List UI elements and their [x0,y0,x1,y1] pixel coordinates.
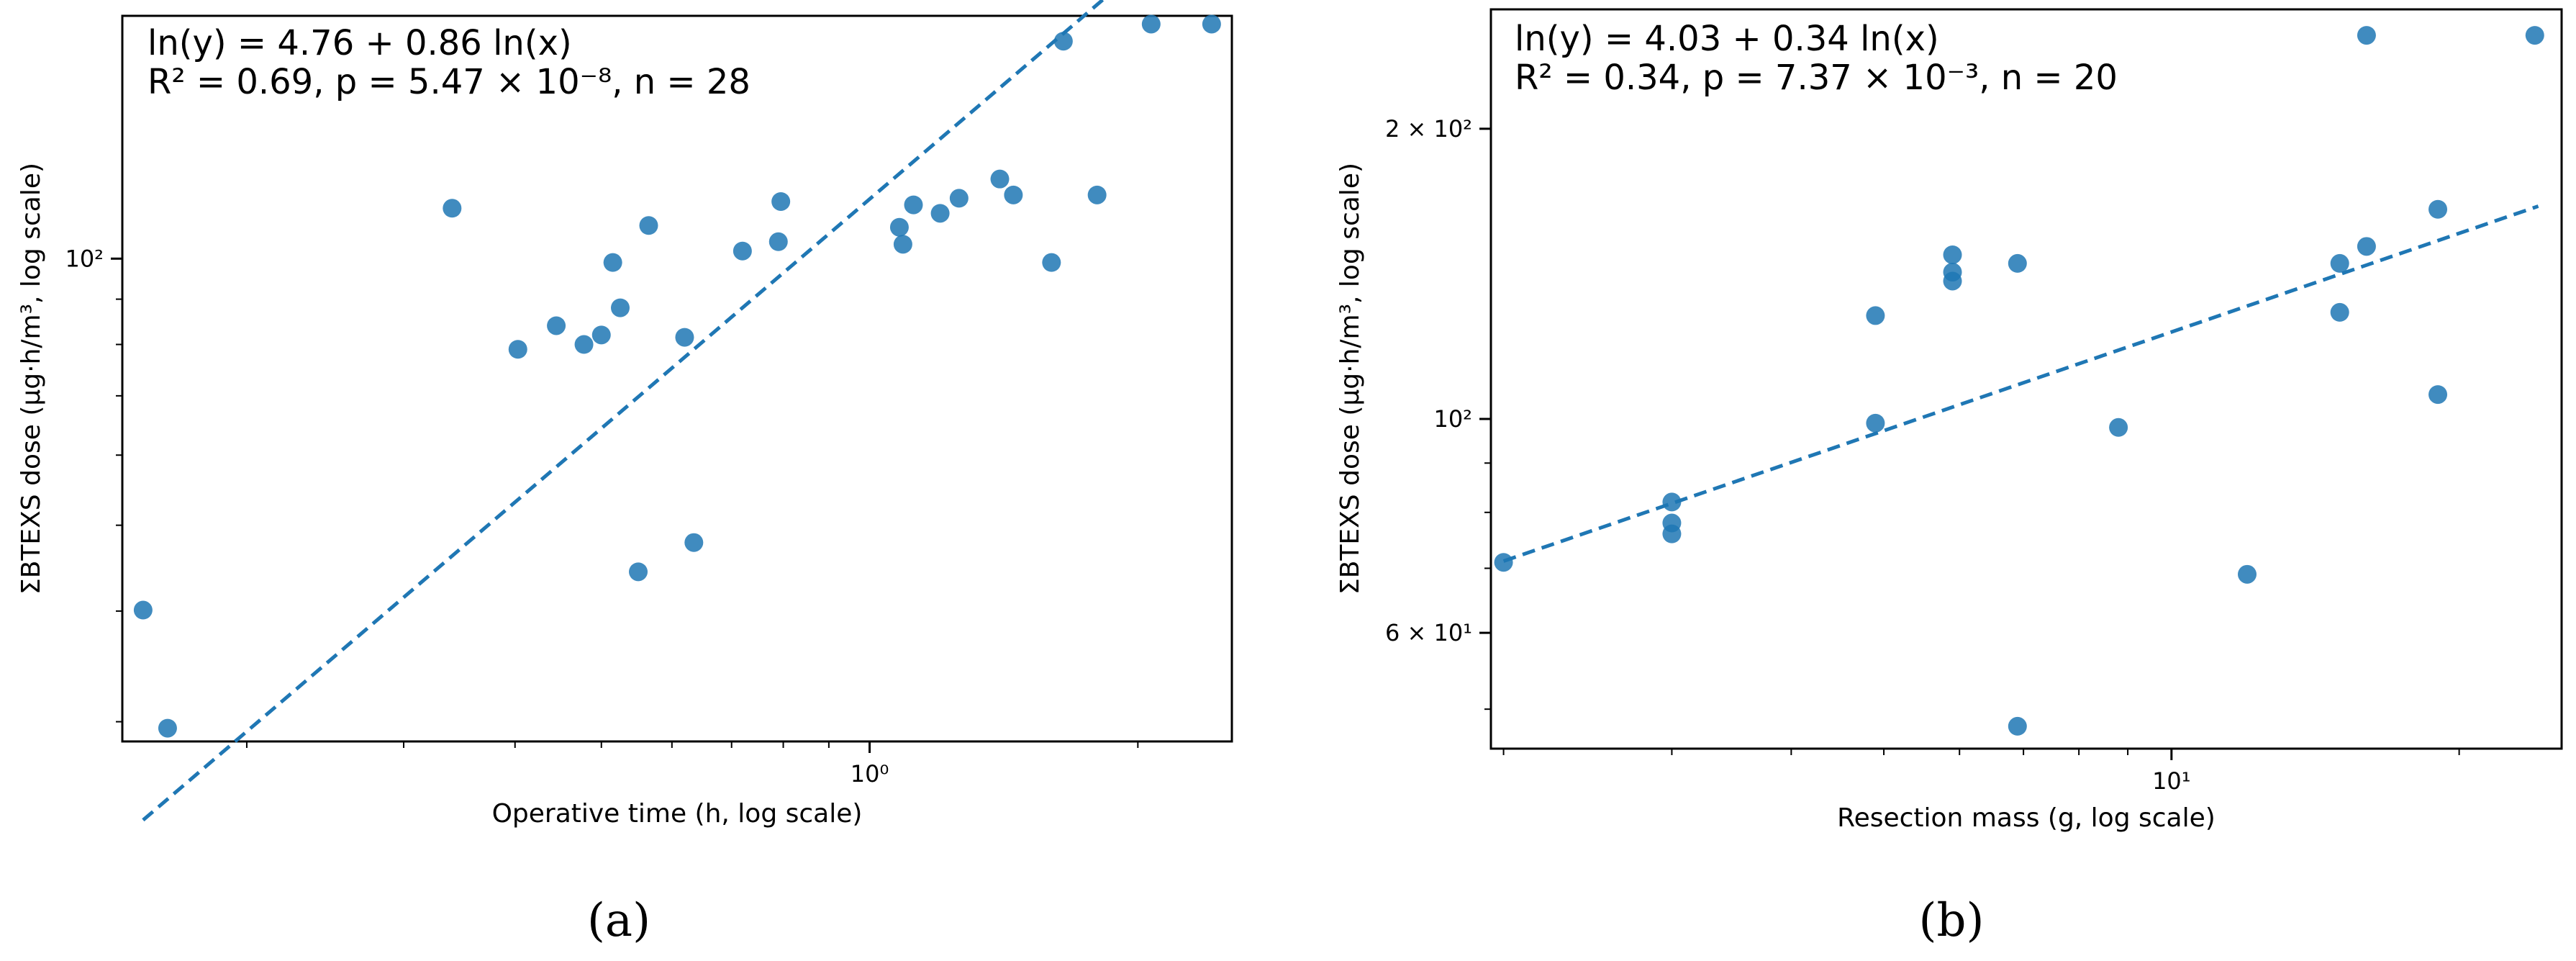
panel-b-equation: ln(y) = 4.03 + 0.34 ln(x) [1515,19,1939,59]
panel-a-fit-line [142,0,1106,822]
data-point [675,328,694,347]
data-point [1866,413,1885,433]
y-tick-label: 6 × 10¹ [1385,619,1472,646]
data-point [2330,302,2349,322]
data-point [930,204,950,223]
panel-b-plot-frame [1489,8,2563,750]
data-point [610,298,630,317]
data-point [889,217,909,237]
panel-b-caption: (b) [1919,894,1985,947]
data-point [158,718,177,738]
panel-a-x-axis-label: Operative time (h, log scale) [492,799,863,829]
data-point [2357,237,2376,256]
panel-a-equation: ln(y) = 4.76 + 0.86 ln(x) [148,23,572,63]
data-point [1053,32,1073,51]
data-point [1943,245,1962,264]
data-point [768,232,788,251]
x-tick-label: 10⁰ [851,760,889,788]
y-tick-label: 10² [1433,405,1472,433]
panel-a-y-axis-label: ΣBTEXS dose (µg·h/m³, log scale) [17,163,46,595]
data-point [2525,26,2544,45]
data-point [508,340,527,359]
data-point [1662,492,1682,512]
data-point [1662,524,1682,543]
x-tick-label: 10¹ [2152,767,2191,795]
data-point [2008,253,2027,273]
data-point [1141,14,1161,34]
data-point [574,335,594,354]
data-point [1087,185,1107,204]
data-point [733,241,752,261]
y-tick-label: 2 × 10² [1385,115,1472,143]
panel-b-y-axis-label: ΣBTEXS dose (µg·h/m³, log scale) [1335,163,1365,595]
data-point [603,253,622,272]
data-point [1042,253,1061,272]
panel-a-ticks: 10⁰ 10² [65,245,1139,788]
data-point [2357,26,2376,45]
data-point [1004,185,1023,204]
data-point [2428,199,2448,219]
data-point [639,216,658,235]
panel-a-stats: R² = 0.69, p = 5.47 × 10⁻⁸, n = 28 [148,62,750,102]
data-point [893,235,912,254]
data-point [990,169,1010,189]
panel-a-points [133,14,1221,738]
panel-b-ticks: 10¹ 6 × 10¹ 10² 2 × 10² [1385,115,2460,795]
data-point [1494,553,1513,572]
data-point [771,191,791,211]
data-point [547,316,566,335]
data-point [2237,564,2257,584]
data-point [949,189,969,208]
panel-a-chart: 10⁰ 10² ln(y) = 4.76 + 0.86 ln(x) R² = 0.… [17,0,1233,947]
data-point [684,533,704,552]
y-tick-label: 10² [65,245,104,272]
data-point [1866,306,1885,325]
data-point [443,199,462,218]
data-point [2330,253,2349,273]
data-point [2109,418,2128,437]
data-point [591,325,611,345]
panel-b-chart: 10¹ 6 × 10¹ 10² 2 × 10² ln(y) = 4.03 + 0.34… [1335,8,2563,947]
data-point [2428,385,2448,405]
data-point [629,562,648,582]
data-point [133,600,153,620]
data-point [904,195,923,215]
panel-a-caption: (a) [587,894,650,947]
panel-a-plot-frame [121,14,1233,743]
data-point [2008,716,2027,736]
panel-b-points [1494,26,2544,736]
panel-b-stats: R² = 0.34, p = 7.37 × 10⁻³, n = 20 [1515,58,2118,98]
data-point [1202,14,1221,34]
panel-b-x-axis-label: Resection mass (g, log scale) [1837,803,2216,833]
data-point [1943,271,1962,291]
